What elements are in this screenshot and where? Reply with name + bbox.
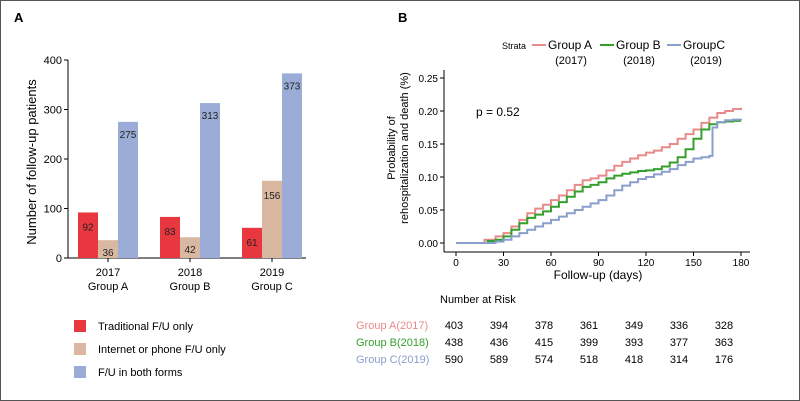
km-y-axis-label-line1: Probability of: [386, 115, 398, 180]
risk-value: 574: [535, 354, 553, 366]
km-y-tick-label: 0.15: [419, 140, 439, 151]
bar: [200, 103, 220, 258]
km-y-tick-label: 0.05: [419, 206, 439, 217]
km-x-tick-label: 90: [593, 258, 605, 269]
km-y-tick-label: 0.20: [419, 107, 439, 118]
km-x-tick-label: 0: [453, 258, 459, 269]
legend-swatch: [74, 343, 86, 355]
km-y-axis-label-line2: rehospitalization and death (%): [399, 72, 411, 224]
km-y-tick-label: 0.10: [419, 173, 439, 184]
risk-value: 314: [670, 354, 688, 366]
km-curve: [456, 119, 741, 244]
km-x-tick-label: 30: [498, 258, 510, 269]
bar-y-axis-label: Number of follow-up patients: [24, 79, 39, 245]
bar-value-label: 156: [264, 191, 281, 202]
legend-swatch: [74, 320, 86, 332]
km-x-axis-label: Follow-up (days): [554, 268, 643, 282]
risk-value: 403: [445, 320, 463, 332]
risk-value: 399: [580, 337, 598, 349]
bar-x-tick-label-year: 2018: [178, 267, 202, 279]
bar: [282, 73, 302, 259]
bar: [118, 121, 138, 258]
bar-y-tick-label: 0: [56, 253, 62, 265]
km-y-tick-label: 0.25: [419, 74, 439, 85]
bar-value-label: 313: [202, 111, 219, 122]
panel-a-label: A: [14, 10, 24, 25]
bar: [242, 227, 262, 258]
bar-y-tick-label: 300: [44, 105, 62, 117]
risk-value: 438: [445, 337, 463, 349]
km-y-tick-label: 0.00: [419, 239, 439, 250]
strata-name: Group A: [548, 38, 592, 52]
bar-y-tick-label: 100: [44, 204, 62, 216]
risk-value: 328: [715, 320, 733, 332]
risk-value: 436: [490, 337, 508, 349]
risk-value: 590: [445, 354, 463, 366]
risk-value: 378: [535, 320, 553, 332]
risk-value: 393: [625, 337, 643, 349]
bar-x-tick-label-group: Group B: [170, 281, 211, 293]
risk-value: 336: [670, 320, 688, 332]
bar-value-label: 36: [102, 248, 114, 259]
bar: [160, 216, 180, 258]
risk-value: 518: [580, 354, 598, 366]
bar-x-tick-label-group: Group C: [251, 281, 293, 293]
legend-swatch: [74, 366, 86, 378]
p-value-annotation: p = 0.52: [476, 105, 520, 119]
risk-value: 415: [535, 337, 553, 349]
bar: [98, 240, 118, 258]
risk-value: 176: [715, 354, 733, 366]
bar-x-tick-label-group: Group A: [88, 281, 129, 293]
risk-value: 363: [715, 337, 733, 349]
km-chart: Strata Group A (2017) Group B (2018) GroupC (…: [386, 38, 750, 282]
bar-x-tick-label-year: 2017: [96, 267, 120, 279]
bar-value-label: 275: [120, 130, 137, 141]
legend-label: Internet or phone F/U only: [98, 344, 226, 356]
km-x-tick-label: 180: [733, 258, 750, 269]
bar-value-label: 92: [82, 222, 94, 233]
strata-title: Strata: [502, 41, 526, 51]
legend-label: Traditional F/U only: [98, 321, 193, 333]
risk-table: Number at Risk Group A(2017) 403 394 378 361…: [356, 294, 733, 366]
bar-y-tick-label: 400: [44, 55, 62, 67]
strata-name: Group B: [616, 38, 661, 52]
risk-value: 589: [490, 354, 508, 366]
km-x-tick-label: 150: [685, 258, 702, 269]
bar-y-tick-label: 200: [44, 154, 62, 166]
bar-value-label: 373: [284, 81, 301, 92]
bar-legend: Traditional F/U only Internet or phone F/…: [74, 320, 226, 379]
risk-row-label: Group A(2017): [356, 320, 428, 332]
risk-value: 394: [490, 320, 508, 332]
strata-year: (2018): [623, 55, 655, 67]
bar-value-label: 83: [164, 227, 176, 238]
bar-chart: Number of follow-up patients 0 100 200 300 4…: [24, 55, 306, 293]
bar-x-tick-label-year: 2019: [260, 267, 284, 279]
bar: [78, 212, 98, 258]
km-x-tick-label: 120: [638, 258, 655, 269]
panel-b-label: B: [398, 10, 407, 25]
legend-label: F/U in both forms: [98, 367, 183, 379]
risk-value: 361: [580, 320, 598, 332]
km-curve: [456, 107, 742, 244]
risk-value: 377: [670, 337, 688, 349]
bar-value-label: 42: [184, 245, 196, 256]
risk-row-label: Group C(2019): [356, 354, 429, 366]
km-x-tick-label: 60: [545, 258, 557, 269]
km-curve: [456, 118, 742, 244]
strata-name: GroupC: [683, 38, 725, 52]
bar-value-label: 61: [246, 238, 258, 249]
strata-year: (2017): [555, 55, 587, 67]
bar: [180, 237, 200, 258]
strata-year: (2019): [690, 55, 722, 67]
bar: [262, 180, 282, 258]
risk-table-title: Number at Risk: [440, 294, 516, 306]
risk-row-label: Group B(2018): [356, 337, 429, 349]
risk-value: 349: [625, 320, 643, 332]
risk-value: 418: [625, 354, 643, 366]
